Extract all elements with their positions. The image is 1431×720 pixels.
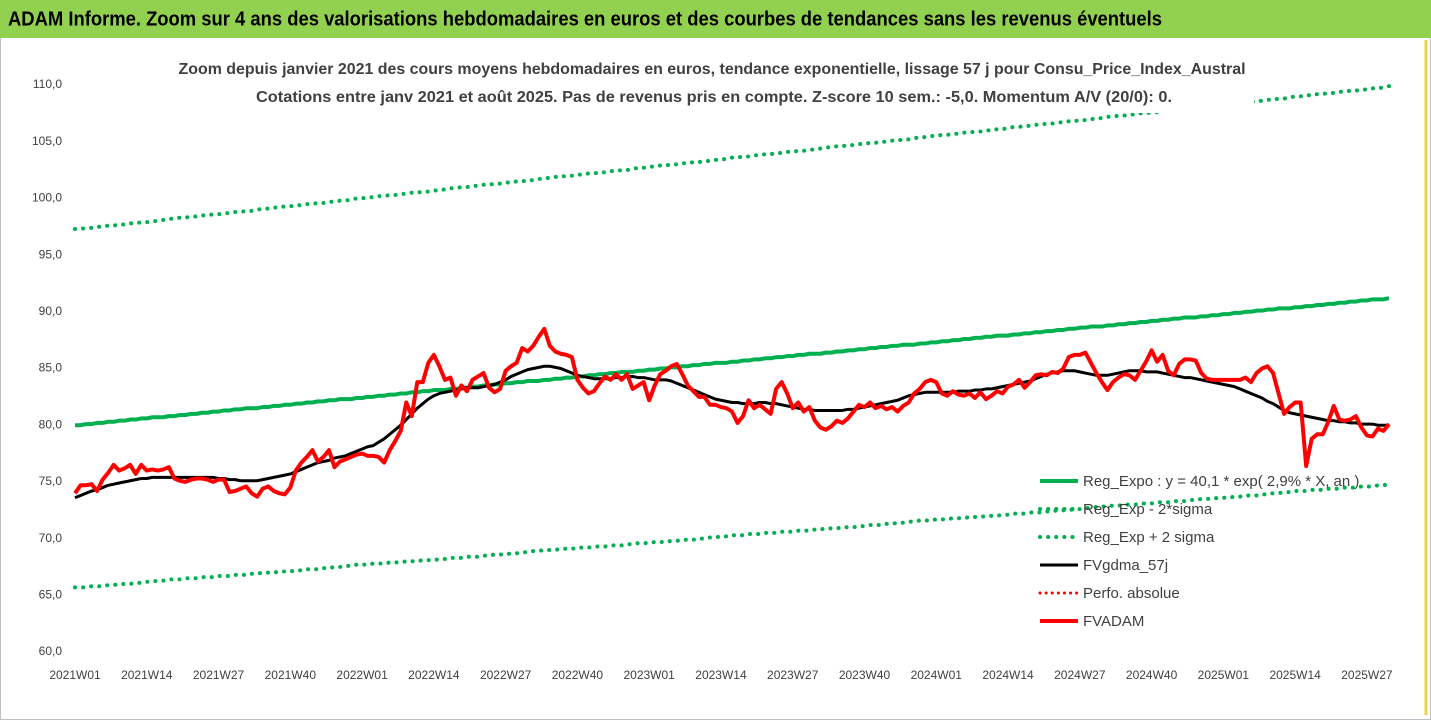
x-tick-label: 2025W01 (1198, 668, 1250, 682)
x-tick-label: 2022W01 (336, 668, 388, 682)
y-tick-label: 85,0 (39, 361, 63, 375)
legend-label: Reg_Expo : y = 40,1 * exp( 2,9% * X, an … (1083, 473, 1359, 490)
y-tick-label: 60,0 (39, 644, 63, 658)
y-tick-label: 100,0 (32, 191, 62, 205)
y-tick-label: 105,0 (32, 134, 62, 148)
y-tick-label: 75,0 (39, 474, 63, 488)
x-tick-label: 2025W27 (1341, 668, 1393, 682)
legend-label: Reg_Exp - 2*sigma (1083, 501, 1213, 518)
subtitle-box (172, 55, 1254, 113)
header-bar (0, 0, 1431, 38)
legend-label: FVgdma_57j (1083, 557, 1168, 574)
legend-label: Perfo. absolue (1083, 585, 1180, 602)
x-tick-label: 2024W01 (911, 668, 963, 682)
y-tick-label: 80,0 (39, 417, 63, 431)
x-tick-label: 2024W14 (982, 668, 1034, 682)
legend-label: FVADAM (1083, 613, 1144, 630)
x-tick-label: 2025W14 (1269, 668, 1321, 682)
x-tick-label: 2022W14 (408, 668, 460, 682)
subtitle: Cotations entre janv 2021 et août 2025. … (256, 89, 1172, 106)
series-line (75, 296, 1390, 428)
x-tick-label: 2022W27 (480, 668, 532, 682)
x-tick-label: 2024W40 (1126, 668, 1178, 682)
x-tick-label: 2023W27 (767, 668, 819, 682)
x-tick-label: 2021W14 (121, 668, 173, 682)
legend: Reg_Expo : y = 40,1 * exp( 2,9% * X, an … (1038, 473, 1359, 630)
x-tick-label: 2023W14 (695, 668, 747, 682)
y-tick-label: 70,0 (39, 531, 63, 545)
x-tick-label: 2022W40 (552, 668, 604, 682)
series-line (73, 84, 1391, 232)
subtitle: Zoom depuis janvier 2021 des cours moyen… (179, 61, 1246, 78)
x-tick-label: 2021W01 (49, 668, 101, 682)
series-line (73, 482, 1391, 590)
chart-title: ADAM Informe. Zoom sur 4 ans des valoris… (8, 8, 1162, 30)
legend-label: Reg_Exp + 2 sigma (1083, 529, 1215, 546)
y-tick-label: 65,0 (39, 587, 63, 601)
x-tick-label: 2024W27 (1054, 668, 1106, 682)
y-tick-label: 110,0 (33, 77, 62, 91)
series-line (73, 326, 1391, 499)
plot-area: 60,0 65,0 70,0 75,0 80,0 85,0 90,0 95,0 100,0 105… (32, 77, 1393, 682)
x-tick-label: 2021W27 (193, 668, 245, 682)
x-tick-label: 2023W40 (839, 668, 891, 682)
y-tick-label: 90,0 (39, 304, 63, 318)
x-tick-label: 2021W40 (265, 668, 317, 682)
x-tick-label: 2023W01 (623, 668, 675, 682)
y-tick-label: 95,0 (39, 247, 63, 261)
